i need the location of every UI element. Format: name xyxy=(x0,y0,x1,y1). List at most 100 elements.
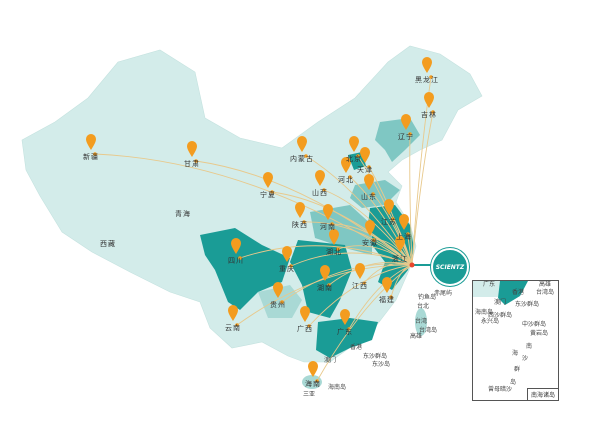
location-pin-icon[interactable] xyxy=(297,136,307,152)
region-label: 高雄 xyxy=(409,333,423,340)
province-label: 江苏 xyxy=(381,218,397,226)
flow-line xyxy=(281,263,413,303)
province-label: 新疆 xyxy=(83,153,99,161)
flow-arrowhead xyxy=(330,222,334,226)
china-outline xyxy=(21,45,483,363)
region-label: 台北 xyxy=(416,303,430,310)
location-pin-icon[interactable] xyxy=(282,246,292,262)
region-hubei-hunan xyxy=(290,240,352,318)
inset-label: 黄岩岛 xyxy=(529,330,549,337)
region-label: 台湾岛 xyxy=(418,327,438,334)
inset-guangdong xyxy=(498,281,528,305)
flow-arrowhead xyxy=(235,323,239,327)
region-guangdong xyxy=(316,318,378,358)
location-pin-icon[interactable] xyxy=(320,265,330,281)
inset-label: 澳门 xyxy=(493,299,507,306)
province-label: 辽宁 xyxy=(398,133,414,141)
location-pin-icon[interactable] xyxy=(355,263,365,279)
province-label: 河北 xyxy=(338,176,354,184)
location-pin-icon[interactable] xyxy=(187,141,197,157)
location-pin-icon[interactable] xyxy=(360,147,370,163)
location-pin-icon[interactable] xyxy=(86,134,96,150)
province-label: 湖南 xyxy=(317,284,333,292)
region-henan-anhui xyxy=(310,205,372,255)
location-pin-icon[interactable] xyxy=(323,204,333,220)
province-label: 河南 xyxy=(320,223,336,231)
inset-label: 岛 xyxy=(509,379,517,386)
inset-label: 东沙群岛 xyxy=(514,301,540,308)
region-label: 台湾 xyxy=(414,318,428,325)
location-pin-icon[interactable] xyxy=(231,238,241,254)
region-taiwan xyxy=(415,308,427,336)
flow-line xyxy=(349,176,413,266)
inset-label: 西沙群岛 xyxy=(487,312,513,319)
flow-arrowhead xyxy=(431,110,435,114)
flow-line xyxy=(271,191,413,266)
flow-line xyxy=(303,221,413,266)
flow-arrowhead xyxy=(372,238,376,242)
region-label: 澳门 xyxy=(323,357,337,364)
location-pin-icon[interactable] xyxy=(382,277,392,293)
province-label: 陕西 xyxy=(292,221,308,229)
scientz-logo: SCIENTZ xyxy=(431,248,469,286)
location-pin-icon[interactable] xyxy=(399,214,409,230)
location-pin-icon[interactable] xyxy=(315,170,325,186)
flow-arrowhead xyxy=(280,300,284,304)
location-pin-icon[interactable] xyxy=(401,114,411,130)
flow-arrowhead xyxy=(389,295,393,299)
location-pin-icon[interactable] xyxy=(422,57,432,73)
province-label: 海南 xyxy=(305,380,321,388)
location-pin-icon[interactable] xyxy=(349,136,359,152)
province-label: 广东 xyxy=(337,328,353,336)
location-pin-icon[interactable] xyxy=(273,282,283,298)
flow-arrowhead xyxy=(302,220,306,224)
province-label: 浙江 xyxy=(392,255,408,263)
location-pin-icon[interactable] xyxy=(384,199,394,215)
location-pin-icon[interactable] xyxy=(365,220,375,236)
flow-arrowhead xyxy=(391,217,395,221)
origin-point xyxy=(409,262,415,268)
flow-line xyxy=(411,111,434,266)
inset-label: 广东 xyxy=(482,281,496,288)
flow-arrowhead xyxy=(93,152,97,156)
flow-line xyxy=(372,193,413,266)
flow-arrowhead xyxy=(336,247,340,251)
flow-arrowhead xyxy=(367,165,371,169)
location-pin-icon[interactable] xyxy=(263,172,273,188)
inset-label: 海南岛 xyxy=(474,309,494,316)
flow-arrowhead xyxy=(348,175,352,179)
flow-line xyxy=(348,264,413,330)
location-pin-icon[interactable] xyxy=(295,202,305,218)
inset-label: 群 xyxy=(513,366,521,373)
location-pin-icon[interactable] xyxy=(364,174,374,190)
location-pin-icon[interactable] xyxy=(424,92,434,108)
location-pin-icon[interactable] xyxy=(308,361,318,377)
inset-label: 沙 xyxy=(521,355,529,362)
province-label: 四川 xyxy=(228,257,244,265)
flow-arrowhead xyxy=(322,188,326,192)
region-label: 西藏 xyxy=(100,240,116,248)
location-pin-icon[interactable] xyxy=(395,236,405,252)
flow-arrowhead xyxy=(194,159,198,163)
flow-arrowhead xyxy=(307,324,311,328)
location-pin-icon[interactable] xyxy=(341,157,351,173)
inset-label: 曾母暗沙 xyxy=(487,386,513,393)
location-pin-icon[interactable] xyxy=(228,305,238,321)
region-label: 香港 xyxy=(349,344,363,351)
flow-line xyxy=(236,264,413,326)
flow-line xyxy=(331,223,413,266)
location-pin-icon[interactable] xyxy=(329,229,339,245)
inset-label: 香港 xyxy=(511,289,525,296)
province-label: 江西 xyxy=(352,282,368,290)
flow-line xyxy=(392,218,413,266)
markers xyxy=(86,57,434,377)
location-pin-icon[interactable] xyxy=(300,306,310,322)
province-label: 云南 xyxy=(225,324,241,332)
province-label: 山西 xyxy=(312,189,328,197)
province-label: 重庆 xyxy=(279,265,295,273)
region-label: 海南岛 xyxy=(327,384,347,391)
location-pin-icon[interactable] xyxy=(340,309,350,325)
province-label: 安徽 xyxy=(362,239,378,247)
inset-title: 南海诸岛 xyxy=(526,388,558,400)
